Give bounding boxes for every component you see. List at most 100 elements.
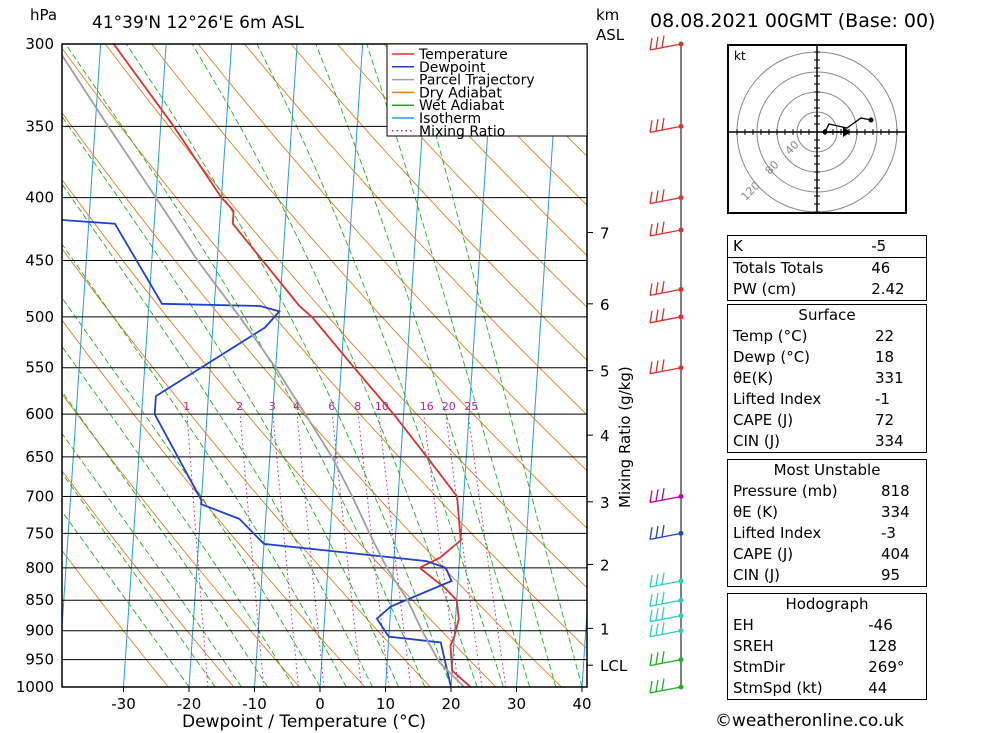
km-tick-label: 1	[600, 620, 610, 638]
mixing-ratio-axis-title: Mixing Ratio (g/kg)	[616, 366, 634, 508]
surface-cape-label: CAPE (J)	[733, 411, 794, 429]
mu-li-value: -3	[881, 524, 896, 542]
dry-adiabat-line	[62, 549, 169, 687]
mu-li-label: Lifted Index	[733, 524, 822, 542]
mu-pressure-label: Pressure (mb)	[733, 482, 838, 500]
legend-label: Temperature	[418, 47, 508, 63]
km-unit-label: km	[596, 6, 619, 24]
isotherm-line	[254, 44, 298, 687]
km-tick-label: 3	[600, 494, 610, 512]
wind-barb	[649, 524, 684, 540]
mu-thetae-label: θE (K)	[733, 503, 778, 521]
pressure-tick-label: 900	[25, 622, 54, 640]
mixing-ratio-line	[357, 414, 390, 687]
km-tick-label: LCL	[600, 657, 628, 675]
mixing-ratio-label: 3	[269, 400, 276, 413]
dry-adiabat-line	[476, 44, 587, 157]
wet-adiabat-line	[191, 44, 478, 687]
wind-barb	[649, 607, 684, 623]
dry-adiabat-line	[62, 112, 562, 687]
mixing-ratio-line	[296, 414, 325, 687]
mixing-ratio-line	[331, 414, 362, 687]
legend-label: Mixing Ratio	[419, 124, 505, 140]
dry-adiabat-line	[429, 44, 587, 206]
mixing-ratio-label: 2	[236, 400, 243, 413]
pw-label: PW (cm)	[727, 279, 867, 301]
mu-cin-label: CIN (J)	[733, 566, 781, 584]
mu-cin-value: 95	[881, 566, 901, 584]
surface-table: Surface Temp (°C) 22 Dewp (°C) 18 θE(K) 331…	[727, 304, 927, 453]
wind-barb	[649, 651, 684, 667]
temperature-profile	[112, 44, 472, 687]
x-tick-label: 30	[507, 695, 526, 713]
wind-barb	[649, 280, 684, 297]
credit[interactable]: ©weatheronline.co.uk	[715, 711, 905, 731]
surface-cape-value: 72	[875, 411, 895, 429]
pressure-tick-label: 350	[25, 117, 54, 135]
km-tick-label: 6	[600, 296, 610, 314]
surface-thetae-label: θE(K)	[733, 369, 774, 387]
stmspd-value: 44	[868, 679, 888, 697]
mixing-ratio-line	[272, 414, 299, 687]
wind-barb	[649, 591, 684, 607]
x-tick-label: 40	[572, 695, 591, 713]
x-tick-label: 10	[376, 695, 395, 713]
dry-adiabat-line	[62, 470, 235, 687]
hodograph-table: Hodograph EH -46 SREH 128 StmDir 269° StmSp…	[727, 593, 927, 700]
legend-label: Isotherm	[419, 111, 481, 127]
legend-label: Wet Adiabat	[419, 98, 505, 114]
x-tick-label: 20	[441, 695, 460, 713]
dry-adiabat-line	[337, 44, 587, 308]
dry-adiabat-line	[616, 44, 700, 687]
mixing-ratio-line	[378, 414, 412, 687]
pressure-tick-label: 450	[25, 252, 54, 270]
pressure-tick-label: 300	[25, 35, 54, 53]
stmdir-value: 269°	[868, 658, 905, 676]
dry-adiabat-line	[62, 47, 587, 650]
mixing-ratio-label: 16	[420, 400, 434, 413]
surface-dewp-value: 18	[875, 348, 895, 366]
hodograph: kt 40 80 120	[727, 44, 907, 214]
header-datetime: 08.08.2021 00GMT (Base: 00)	[650, 10, 936, 32]
hodograph-table-title: Hodograph	[785, 595, 869, 613]
km-tick-label: 5	[600, 363, 610, 381]
wet-adiabat-line	[256, 44, 504, 687]
isotherm-line	[450, 44, 495, 687]
mixing-ratio-label: 25	[464, 400, 478, 413]
dry-adiabat-line	[522, 44, 587, 109]
mixing-ratio-line	[239, 414, 265, 687]
k-label: K	[727, 235, 867, 258]
x-tick-label: -30	[111, 695, 136, 713]
isotherm-line	[123, 44, 167, 687]
mixing-ratio-label: 20	[442, 400, 456, 413]
surface-li-label: Lifted Index	[733, 390, 822, 408]
hodograph-ring-label-80: 80	[763, 158, 782, 177]
pressure-tick-label: 750	[25, 524, 54, 542]
wet-adiabat-line	[410, 44, 583, 687]
wind-barb	[649, 678, 684, 694]
wet-adiabat-line	[62, 243, 347, 687]
pressure-tick-label: 950	[25, 651, 54, 669]
hodograph-unit-label: kt	[734, 49, 746, 63]
dry-adiabat-line	[151, 44, 587, 530]
sreh-label: SREH	[733, 637, 774, 655]
pw-value: 2.42	[866, 279, 928, 301]
pressure-tick-label: 650	[25, 448, 54, 466]
pressure-tick-label: 500	[25, 308, 54, 326]
mixing-ratio-label: 1	[183, 400, 190, 413]
parcel-trajectory-profile	[62, 53, 465, 687]
pressure-tick-label: 800	[25, 559, 54, 577]
mu-pressure-value: 818	[881, 482, 910, 500]
isotherm-line	[516, 44, 560, 687]
sreh-value: 128	[868, 637, 897, 655]
eh-value: -46	[868, 616, 893, 634]
hodograph-point	[868, 117, 874, 123]
wind-barb	[649, 572, 684, 588]
dewpoint-profile	[62, 219, 453, 687]
wind-barb	[649, 622, 684, 638]
mixing-ratio-label: 6	[328, 400, 335, 413]
surface-title: Surface	[798, 306, 856, 324]
totals-totals-value: 46	[866, 257, 928, 279]
legend-label: Dry Adiabat	[419, 85, 502, 101]
